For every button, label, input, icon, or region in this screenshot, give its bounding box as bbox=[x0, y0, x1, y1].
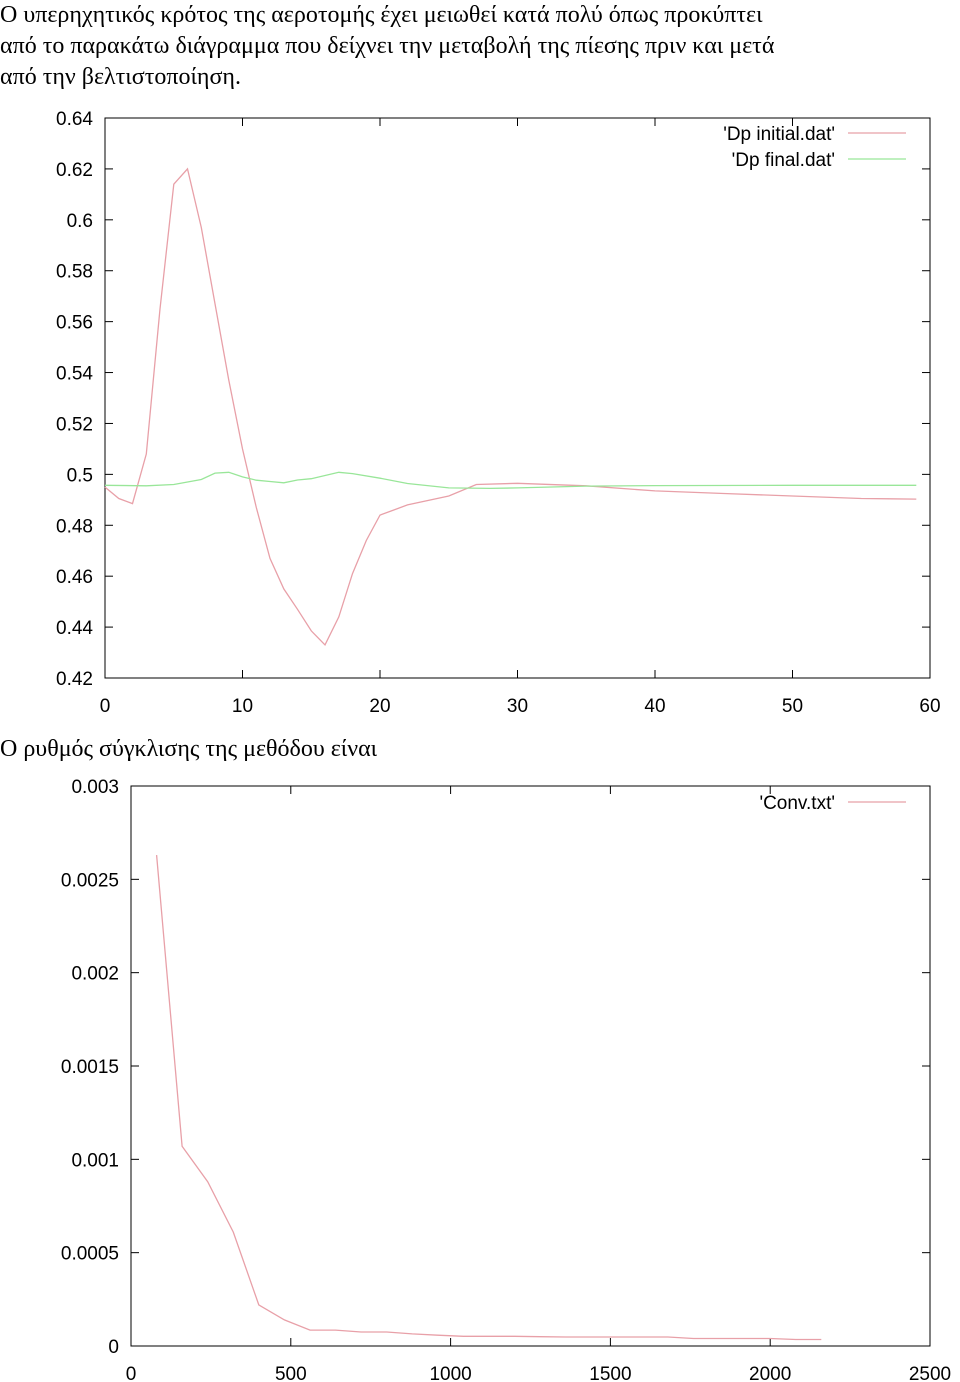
y-tick-label: 0.54 bbox=[56, 364, 93, 385]
x-tick-label: 2000 bbox=[749, 1364, 791, 1382]
y-tick-label: 0.001 bbox=[71, 1150, 119, 1171]
y-tick-label: 0.46 bbox=[56, 567, 93, 588]
x-tick-label: 40 bbox=[644, 696, 665, 717]
intro-paragraph: Ο υπερηχητικός κρότος της αεροτομής έχει… bbox=[0, 0, 774, 93]
x-tick-label: 0 bbox=[100, 696, 111, 717]
x-tick-label: 10 bbox=[232, 696, 253, 717]
convergence-paragraph: Ο ρυθμός σύγκλισης της μεθόδου είναι bbox=[0, 734, 377, 765]
plot-frame bbox=[104, 117, 931, 679]
y-tick-label: 0.48 bbox=[56, 516, 93, 537]
series-line-1 bbox=[155, 855, 822, 1341]
y-tick-label: 0.52 bbox=[56, 414, 93, 435]
x-tick-label: 20 bbox=[369, 696, 390, 717]
convergence-line: Ο ρυθμός σύγκλισης της μεθόδου είναι bbox=[0, 736, 378, 762]
y-tick-label: 0.6 bbox=[67, 211, 93, 232]
plot-frame bbox=[130, 785, 931, 1347]
intro-line-2: από το παρακάτω διάγραμμα που δείχνει τη… bbox=[0, 33, 775, 59]
x-tick-label: 1000 bbox=[429, 1364, 471, 1382]
y-tick-label: 0.0025 bbox=[61, 870, 119, 891]
y-tick-label: 0.62 bbox=[56, 160, 93, 181]
x-tick-label: 30 bbox=[507, 696, 528, 717]
x-tick-label: 50 bbox=[782, 696, 803, 717]
y-tick-label: 0.003 bbox=[71, 777, 119, 798]
convergence-chart: 0 500 1000 1500 2000 2500 0 0.0005 0.001 0.0015 0.… bbox=[61, 777, 951, 1382]
y-tick-label: 0.5 bbox=[67, 465, 93, 486]
series-line-1 bbox=[104, 167, 917, 647]
y-tick-label: 0.42 bbox=[56, 669, 93, 690]
x-tick-label: 2500 bbox=[909, 1364, 951, 1382]
y-tick-label: 0.56 bbox=[56, 313, 93, 334]
pressure-chart: 0 10 20 30 40 50 60 0.42 0.44 0.46 0.48 0.5 0.52 0.54… bbox=[56, 109, 941, 717]
y-tick-label: 0.64 bbox=[56, 109, 93, 130]
y-tick-label: 0 bbox=[108, 1337, 119, 1358]
legend-label-1: 'Conv.txt' bbox=[759, 793, 835, 814]
x-tick-label: 60 bbox=[919, 696, 940, 717]
legend-label-1: 'Dp initial.dat' bbox=[723, 124, 835, 145]
y-tick-label: 0.002 bbox=[71, 964, 119, 985]
y-tick-label: 0.58 bbox=[56, 262, 93, 283]
y-tick-label: 0.0015 bbox=[61, 1057, 119, 1078]
legend-label-2: 'Dp final.dat' bbox=[732, 150, 835, 171]
x-tick-label: 0 bbox=[126, 1364, 137, 1382]
x-tick-label: 1500 bbox=[589, 1364, 631, 1382]
y-tick-label: 0.44 bbox=[56, 618, 93, 639]
x-tick-label: 500 bbox=[275, 1364, 307, 1382]
intro-line-3: από την βελτιστοποίηση. bbox=[0, 64, 241, 90]
y-tick-label: 0.0005 bbox=[61, 1244, 119, 1265]
series-line-2 bbox=[104, 471, 917, 490]
intro-line-1: Ο υπερηχητικός κρότος της αεροτομής έχει… bbox=[0, 2, 763, 28]
